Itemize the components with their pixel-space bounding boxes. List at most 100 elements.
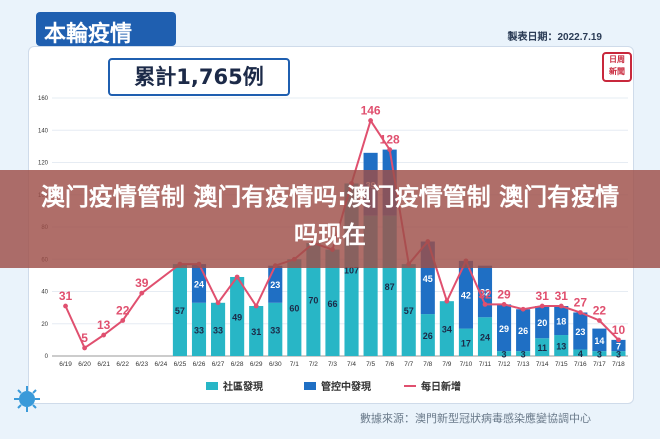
- bar-label-community: 66: [327, 299, 337, 309]
- legend-controlled-label: 管控中發現: [321, 382, 371, 393]
- bar-label-controlled: 24: [194, 279, 204, 289]
- daily-point: [577, 310, 583, 315]
- bar-label-community: 70: [308, 296, 318, 306]
- bar-label-community: 17: [461, 338, 471, 348]
- x-tick-label: 7/12: [498, 361, 511, 368]
- date-label: 製表日期：2022.7.19: [507, 32, 603, 43]
- bar-label-community: 3: [616, 350, 621, 360]
- x-tick-label: 7/9: [442, 361, 451, 368]
- bar-community: [401, 264, 416, 356]
- bar-label-community: 60: [289, 304, 299, 314]
- x-tick-label: 6/19: [59, 361, 72, 368]
- daily-point: [539, 303, 545, 309]
- bar-label-community: 26: [423, 331, 433, 341]
- daily-label: 22: [593, 304, 607, 318]
- daily-point: [501, 302, 507, 307]
- daily-label: 13: [97, 318, 111, 332]
- title-box: [36, 12, 176, 46]
- daily-label: 31: [555, 289, 569, 303]
- daily-point: [616, 337, 621, 343]
- bar-label-community: 87: [385, 282, 395, 292]
- bar-label-community: 57: [404, 306, 414, 316]
- x-tick-label: 7/18: [612, 361, 625, 368]
- y-tick-label: 0: [45, 354, 49, 360]
- x-tick-label: 7/5: [366, 361, 375, 368]
- x-tick-label: 6/25: [174, 361, 187, 368]
- bar-label-community: 11: [537, 343, 547, 353]
- bar-label-community: 13: [556, 342, 566, 352]
- x-tick-label: 7/4: [347, 361, 356, 368]
- daily-point: [101, 332, 107, 338]
- x-tick-label: 7/1: [290, 361, 299, 368]
- bar-community: [477, 317, 493, 356]
- bar-label-community: 49: [232, 312, 242, 322]
- bar-label-community: 33: [213, 325, 223, 335]
- bar-community: [573, 349, 588, 356]
- legend-community: 社區發現: [206, 378, 263, 393]
- x-tick-label: 6/21: [97, 361, 110, 368]
- bar-community: [535, 338, 550, 356]
- bar-label-community: 3: [597, 350, 602, 360]
- x-tick-label: 7/14: [536, 361, 549, 368]
- bar-label-controlled: 20: [537, 318, 547, 328]
- bar-controlled: [191, 264, 207, 303]
- headline-text: 澳门疫情管制 澳门有疫情吗:澳门疫情管制 澳门有疫情吗现在: [40, 183, 620, 249]
- x-tick-label: 7/8: [423, 361, 432, 368]
- y-tick-label: 20: [41, 322, 48, 328]
- bar-community: [592, 351, 607, 356]
- bar-label-controlled: 23: [575, 327, 585, 337]
- bar-label-controlled: 45: [423, 274, 433, 284]
- bar-community: [611, 351, 626, 356]
- x-tick-label: 7/16: [574, 361, 587, 368]
- bar-label-community: 3: [521, 350, 526, 360]
- x-tick-label: 7/11: [479, 361, 492, 368]
- daily-label: 146: [361, 104, 381, 118]
- x-tick-label: 6/22: [116, 361, 129, 368]
- bar-label-community: 33: [194, 325, 204, 335]
- legend-daily-swatch: [404, 384, 416, 387]
- daily-label: 31: [536, 289, 550, 303]
- daily-label: 5: [81, 331, 88, 345]
- daily-point: [253, 303, 259, 309]
- x-tick-label: 7/17: [593, 361, 606, 368]
- x-tick-label: 6/27: [212, 361, 225, 368]
- bar-community: [211, 302, 226, 356]
- daily-point: [558, 303, 564, 309]
- bar-community: [249, 306, 264, 356]
- daily-label: 128: [380, 133, 400, 147]
- x-tick-label: 7/15: [555, 361, 568, 368]
- daily-label: 29: [497, 287, 511, 301]
- legend-daily-label: 每日新增: [421, 382, 461, 393]
- daily-point: [482, 302, 488, 307]
- daily-point: [234, 274, 240, 280]
- bar-community: [268, 302, 283, 356]
- x-tick-label: 6/24: [155, 361, 168, 368]
- daily-point: [120, 318, 126, 323]
- bar-label-controlled: 14: [594, 336, 604, 346]
- bar-community: [306, 243, 321, 356]
- bar-label-controlled: 26: [518, 326, 528, 336]
- x-tick-label: 7/6: [385, 361, 394, 368]
- legend-community-label: 社區發現: [223, 382, 263, 393]
- bar-label-community: 34: [442, 325, 452, 335]
- bar-label-community: 24: [480, 333, 490, 343]
- virus-icon: [14, 386, 40, 412]
- daily-point: [520, 306, 526, 312]
- legend-community-swatch: [206, 381, 218, 390]
- bar-label-community: 33: [270, 325, 280, 335]
- bar-label-community: 3: [502, 350, 507, 360]
- daily-point: [82, 345, 87, 351]
- x-tick-label: 6/28: [231, 361, 244, 368]
- y-tick-label: 120: [38, 161, 49, 167]
- bar-community: [420, 314, 435, 356]
- x-tick-label: 6/23: [135, 361, 148, 368]
- bar-label-controlled: 7: [616, 342, 621, 352]
- bar-label-community: 4: [578, 349, 583, 359]
- bar-label-community: 57: [175, 306, 185, 316]
- bar-label-controlled: 42: [461, 291, 471, 301]
- bar-label-controlled: 18: [556, 317, 566, 327]
- x-tick-label: 6/29: [250, 361, 263, 368]
- daily-point: [63, 303, 68, 309]
- bar-community: [516, 351, 531, 356]
- page-title: 本輪疫情: [44, 22, 133, 47]
